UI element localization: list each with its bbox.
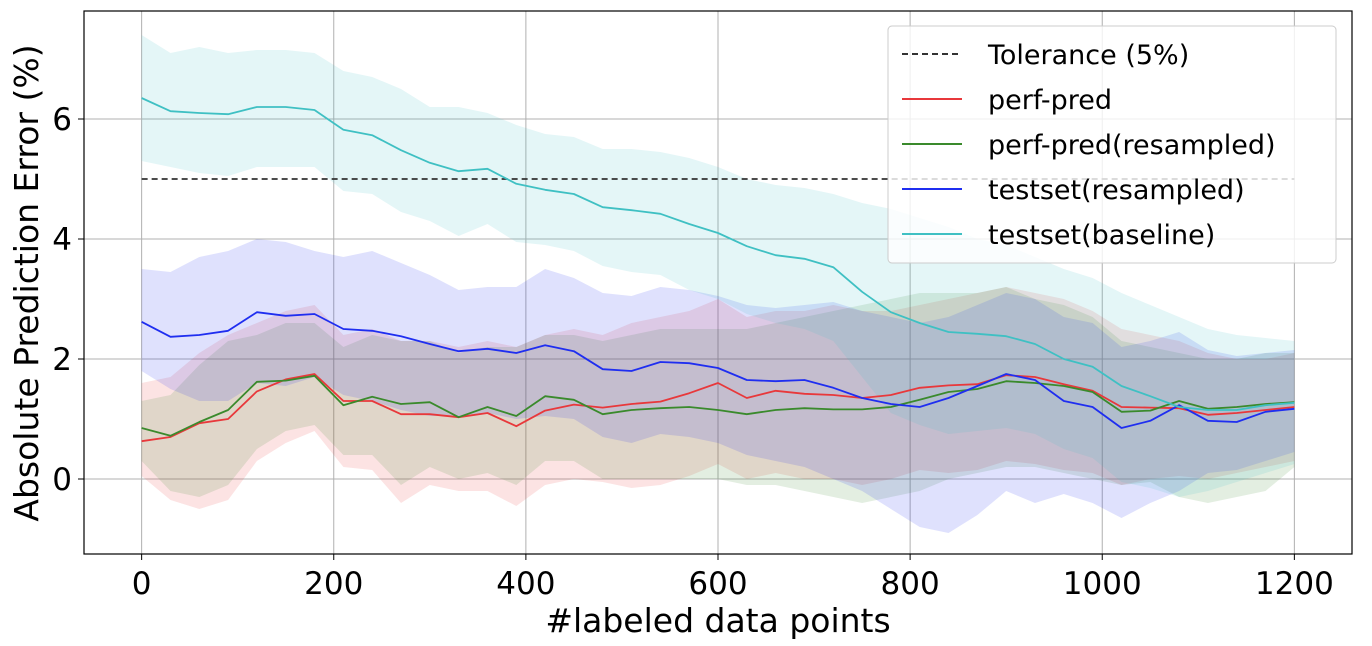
legend-label-testset-baseline: testset(baseline) — [988, 220, 1215, 251]
axis-ticks: 0 200 400 600 800 1000 1200 0 2 4 6 — [52, 102, 1334, 602]
x-tick-label: 0 — [132, 566, 152, 602]
series-lines — [141, 97, 1295, 443]
band-perf-pred — [141, 287, 1295, 509]
x-tick-label: 600 — [688, 566, 747, 602]
x-tick-label: 1000 — [1063, 566, 1142, 602]
legend: Tolerance (5%) perf-pred perf-pred(resam… — [887, 25, 1337, 264]
y-tick-label: 2 — [52, 342, 72, 378]
x-axis-label: #labeled data points — [545, 601, 890, 640]
y-axis-label: Absolute Prediction Error (%) — [7, 44, 46, 521]
y-tick-label: 4 — [52, 222, 72, 258]
x-tick-label: 800 — [881, 566, 940, 602]
band-perf-pred-resampled — [141, 287, 1295, 503]
legend-label-tolerance: Tolerance (5%) — [987, 40, 1189, 71]
legend-frame — [887, 25, 1337, 264]
line-testset-resampled — [141, 311, 1295, 429]
legend-label-testset-resampled: testset(resampled) — [988, 175, 1245, 206]
legend-label-perf-pred-resampled: perf-pred(resampled) — [988, 130, 1276, 161]
x-tick-label: 400 — [496, 566, 555, 602]
band-testset-resampled — [141, 239, 1295, 533]
line-perf-pred — [141, 373, 1295, 443]
y-tick-label: 0 — [52, 462, 72, 498]
legend-label-perf-pred: perf-pred — [988, 85, 1112, 116]
y-tick-label: 6 — [52, 102, 72, 138]
line-testset-baseline — [141, 97, 1295, 411]
x-tick-label: 1200 — [1255, 566, 1334, 602]
x-tick-label: 200 — [304, 566, 363, 602]
line-perf-pred-resampled — [141, 374, 1295, 437]
confidence-bands — [141, 35, 1295, 533]
